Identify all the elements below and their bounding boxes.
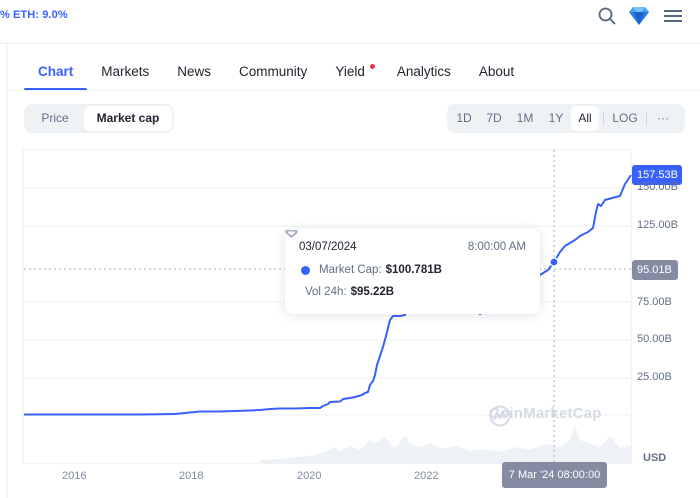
hover-date-label: 7 Mar '24 08:00:00 <box>502 462 607 488</box>
time-range-toggle: 1D 7D 1M 1Y All LOG ··· <box>447 104 685 133</box>
x-tick-2016: 2016 <box>62 470 87 482</box>
tab-label: Chart <box>38 64 74 79</box>
separator <box>646 111 647 126</box>
tab-label: About <box>478 64 515 79</box>
market-cap-option[interactable]: Market cap <box>84 106 172 131</box>
tab-label: Yield <box>335 64 365 79</box>
range-1y-button[interactable]: 1Y <box>548 111 564 125</box>
tab-label: News <box>177 64 212 79</box>
tooltip-time: 8:00:00 AM <box>467 241 526 253</box>
range-all-button[interactable]: All <box>571 106 599 131</box>
separator <box>603 111 604 126</box>
y-tick-125b: 125.00B <box>637 219 678 231</box>
tab-analytics[interactable]: Analytics <box>383 56 465 90</box>
tab-news[interactable]: News <box>163 56 225 90</box>
tab-community[interactable]: Community <box>225 56 321 90</box>
market-cap-dot-icon <box>301 265 310 275</box>
section-tabs: Chart Markets News Community Yield Analy… <box>24 56 528 91</box>
tooltip-date: 03/07/2024 <box>299 241 357 253</box>
y-tick-150b: 150.00B <box>637 181 678 193</box>
tab-label: Analytics <box>396 64 451 79</box>
chart-tooltip: 03/07/2024 8:00:00 AM Market Cap: $100.7… <box>285 229 540 314</box>
notification-dot <box>369 64 375 69</box>
currency-label: USD <box>643 452 667 464</box>
y-tick-50b: 50.00B <box>637 333 672 345</box>
x-tick-2022: 2022 <box>414 470 439 482</box>
volume-area <box>260 425 631 463</box>
diamond-icon[interactable] <box>627 4 651 28</box>
log-scale-button[interactable]: LOG <box>612 111 638 125</box>
tooltip-volume-label: Vol 24h: <box>305 286 347 298</box>
left-border <box>7 44 8 498</box>
more-options-button[interactable]: ··· <box>657 111 669 125</box>
coinmarketcap-logo-icon <box>489 405 511 427</box>
tab-yield[interactable]: Yield <box>321 56 383 90</box>
y-tick-25b: 25.00B <box>637 371 672 383</box>
tooltip-market-cap-value: $100.781B <box>385 264 442 276</box>
tab-about[interactable]: About <box>465 56 528 90</box>
tab-label: Markets <box>101 64 150 79</box>
dominance-text[interactable]: % ETH: 9.0% <box>0 9 68 21</box>
volume-shield-icon <box>285 230 298 238</box>
top-bar: % ETH: 9.0% <box>0 0 700 44</box>
chart-type-toggle: Price Market cap <box>24 104 174 133</box>
search-icon[interactable] <box>595 4 619 28</box>
tooltip-volume-value: $95.22B <box>350 286 395 298</box>
tooltip-market-cap-label: Market Cap: <box>319 264 382 276</box>
price-option[interactable]: Price <box>41 111 69 125</box>
x-tick-2018: 2018 <box>179 470 204 482</box>
tabs-divider <box>8 90 700 91</box>
menu-icon[interactable] <box>661 4 685 28</box>
coinmarketcap-watermark: CoinMarketCap <box>489 405 602 427</box>
range-7d-button[interactable]: 7D <box>486 111 502 125</box>
range-1m-button[interactable]: 1M <box>516 111 534 125</box>
tab-chart[interactable]: Chart <box>24 56 88 91</box>
x-tick-2020: 2020 <box>297 470 322 482</box>
y-tick-75b: 75.00B <box>637 296 672 308</box>
range-1d-button[interactable]: 1D <box>456 111 472 125</box>
hover-value-label: 95.01B <box>632 260 678 280</box>
watermark-text: CoinMarketCap <box>489 405 602 422</box>
tab-label: Community <box>239 64 308 79</box>
tab-markets[interactable]: Markets <box>87 56 163 90</box>
